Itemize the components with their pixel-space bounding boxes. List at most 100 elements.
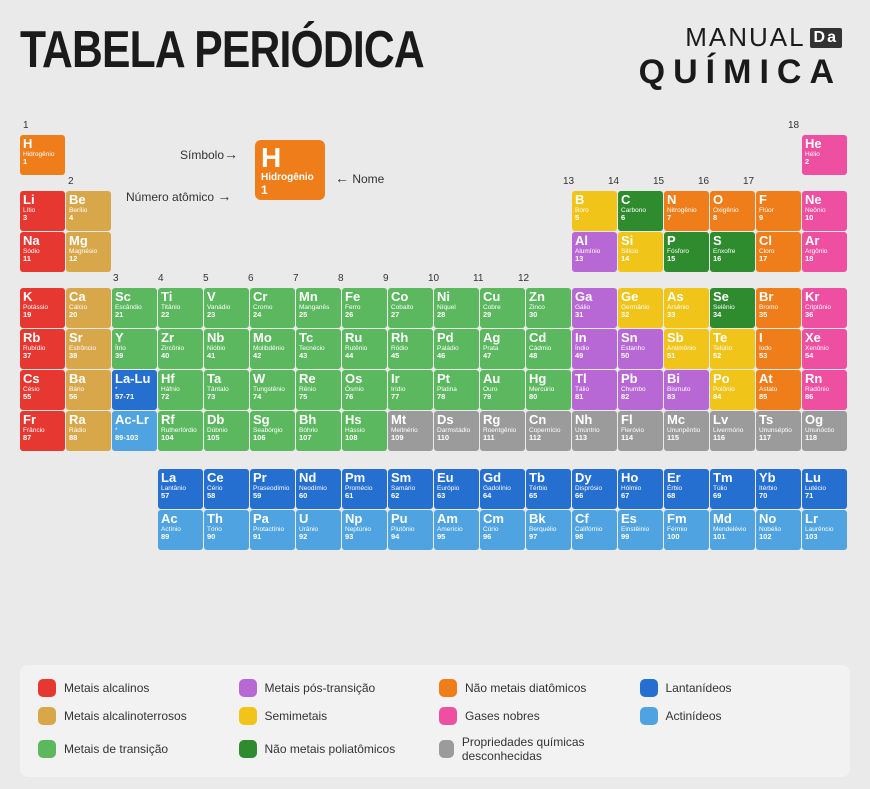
group-number	[65, 273, 110, 287]
group-number	[695, 273, 740, 287]
group-number: 13	[560, 176, 605, 190]
element-cell: HHidrogênio1	[20, 135, 65, 175]
element-name: Oxigênio	[713, 207, 752, 214]
element-symbol: Ir	[391, 372, 430, 385]
element-cell: AgPrata47	[480, 329, 525, 369]
group-number: 3	[110, 273, 155, 287]
element-cell: DbDúbnio105	[204, 411, 249, 451]
element-number: 21	[115, 311, 154, 319]
element-symbol: Hg	[529, 372, 568, 385]
element-cell: TcTecnécio43	[296, 329, 341, 369]
element-cell: CuCobre29	[480, 288, 525, 328]
element-cell: RgRoentgênio111	[480, 411, 525, 451]
element-cell: KPotássio19	[20, 288, 65, 328]
element-number: 115	[667, 434, 706, 442]
element-symbol: Th	[207, 512, 246, 525]
element-number: 42	[253, 352, 292, 360]
element-cell: FeFerro26	[342, 288, 387, 328]
legend-swatch	[439, 679, 457, 697]
legend-label: Propriedades químicas desconhecidas	[462, 735, 632, 763]
element-cell: HgMercúrio80	[526, 370, 571, 410]
element-number: 4	[69, 214, 108, 222]
element-symbol: Cd	[529, 331, 568, 344]
element-cell: ThTório90	[204, 510, 249, 550]
group-number: 18	[785, 120, 830, 134]
element-symbol: Mn	[299, 290, 338, 303]
logo: MANUAL Da QUÍMICA	[639, 22, 842, 92]
element-number: 73	[207, 393, 246, 401]
group-number	[695, 120, 740, 134]
element-symbol: Rf	[161, 413, 200, 426]
element-symbol: Y	[115, 331, 154, 344]
group-number	[380, 176, 425, 190]
element-number: 99	[621, 533, 660, 541]
element-cell: OgUnunóctio118	[802, 411, 847, 451]
element-number: 7	[667, 214, 706, 222]
group-number: 15	[650, 176, 695, 190]
element-number: 95	[437, 533, 476, 541]
element-number: 22	[161, 311, 200, 319]
element-cell: GaGálio31	[572, 288, 617, 328]
element-cell: CfCalifórnio98	[572, 510, 617, 550]
element-cell: SrEstrôncio38	[66, 329, 111, 369]
legend-swatch	[38, 679, 56, 697]
element-cell: ZnZinco30	[526, 288, 571, 328]
element-number: 87	[23, 434, 62, 442]
element-symbol: Lv	[713, 413, 752, 426]
element-number: 27	[391, 311, 430, 319]
group-number: 6	[245, 273, 290, 287]
group-number	[425, 176, 470, 190]
element-symbol: Fm	[667, 512, 706, 525]
element-symbol: Fe	[345, 290, 384, 303]
element-cell: HoHólmio67	[618, 469, 663, 509]
element-number: 2	[805, 158, 844, 166]
element-number: 17	[759, 255, 798, 263]
element-number: 39	[115, 352, 154, 360]
element-symbol: Cm	[483, 512, 522, 525]
element-symbol: Os	[345, 372, 384, 385]
element-cell: NdNeodímio60	[296, 469, 341, 509]
element-number: 14	[621, 255, 660, 263]
element-cell: FrFrâncio87	[20, 411, 65, 451]
group-number	[785, 273, 830, 287]
element-cell: CnCopernício112	[526, 411, 571, 451]
group-header-row: 118	[20, 120, 850, 134]
element-number: 78	[437, 393, 476, 401]
element-number: 57-71	[115, 393, 154, 401]
element-number: 57	[161, 492, 200, 500]
element-symbol: Se	[713, 290, 752, 303]
element-symbol: No	[759, 512, 798, 525]
element-symbol: H	[23, 137, 62, 150]
element-cell: InÍndio49	[572, 329, 617, 369]
table-body: HHidrogênio1HeHélio221314151617LiLítio3B…	[20, 135, 850, 451]
element-symbol: Pm	[345, 471, 384, 484]
legend-swatch	[439, 740, 454, 758]
element-cell: BaBário56	[66, 370, 111, 410]
group-number	[245, 120, 290, 134]
element-number: 75	[299, 393, 338, 401]
element-cell: LvLivermório116	[710, 411, 755, 451]
element-cell: BiBismuto83	[664, 370, 709, 410]
element-cell: LrLaurêncio103	[802, 510, 847, 550]
element-symbol: Mg	[69, 234, 108, 247]
group-number	[650, 120, 695, 134]
group-number: 8	[335, 273, 380, 287]
legend-swatch	[239, 707, 257, 725]
element-cell: La-Lu*57-71	[112, 370, 157, 410]
element-symbol: O	[713, 193, 752, 206]
element-number: 109	[391, 434, 430, 442]
element-number: 54	[805, 352, 844, 360]
element-symbol: Zn	[529, 290, 568, 303]
element-number: 118	[805, 434, 844, 442]
element-symbol: Zr	[161, 331, 200, 344]
element-number: 96	[483, 533, 522, 541]
element-number: 94	[391, 533, 430, 541]
element-cell: OsÓsmio76	[342, 370, 387, 410]
group-number: 9	[380, 273, 425, 287]
element-number: 9	[759, 214, 798, 222]
element-cell: RfRutherfórdio104	[158, 411, 203, 451]
page-title: TABELA PERIÓDICA	[20, 20, 701, 80]
element-number: 108	[345, 434, 384, 442]
element-cell: RhRódio45	[388, 329, 433, 369]
logo-line1: MANUAL	[685, 22, 805, 53]
